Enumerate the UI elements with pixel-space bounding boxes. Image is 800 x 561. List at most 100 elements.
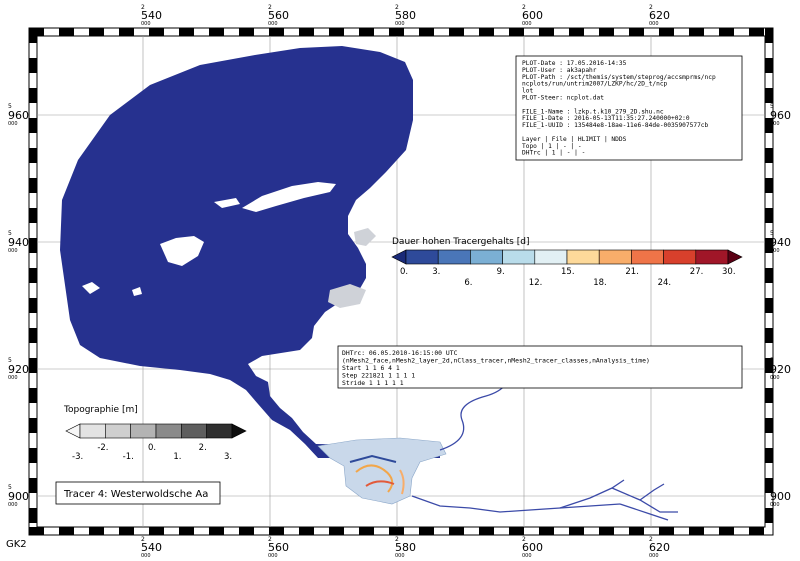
easting-label-suffix: 000 [268,553,278,559]
easting-label-prefix: 2 [395,4,399,11]
checker-right [765,418,773,433]
easting-label-prefix: 2 [268,536,272,543]
checker-bottom [149,527,164,535]
northing-label-prefix: 5 [8,230,12,237]
dollart-bay [317,437,447,505]
checker-top [89,28,104,36]
easting-label-suffix: 000 [522,21,532,27]
colorbar-cell [534,249,568,265]
northing-label-prefix: 5 [770,357,774,364]
tracer-tick-label: 27. [690,267,704,277]
checker-bottom [389,527,404,535]
checker-right [765,178,773,193]
northing-label-suffix: 000 [8,375,18,381]
checker-top [419,28,434,36]
checker-top [269,28,284,36]
info-line: PLOT-Date : 17.05.2016-14:35 [522,60,627,67]
checker-left [29,118,37,133]
easting-label-prefix: 2 [141,536,145,543]
topo-tick-label: -1. [123,452,134,462]
checker-right [765,478,773,493]
easting-label-prefix: 2 [649,4,653,11]
tracer-colorbar [391,249,743,265]
info-line: PLOT-Path : /sct/themis/system/steprog/a… [522,74,716,81]
colorbar-cell [502,249,536,265]
easting-label-prefix: 2 [522,4,526,11]
northing-label-prefix: 5 [770,230,774,237]
northing-label-prefix: 5 [8,103,12,110]
checker-left [29,88,37,103]
topo-cell [181,423,207,439]
info-line: Topo | 1 | - | - [522,143,582,150]
topo-tick-label: 0. [148,443,156,453]
easting-label: 620 [649,9,670,22]
checker-bottom [119,527,134,535]
easting-label: 600 [522,9,543,22]
tracer-tick-label: 21. [625,267,639,277]
info-line: FILE_1-UUID : 135484e8-18ae-11e6-84de-00… [522,122,709,129]
easting-label-prefix: 2 [649,536,653,543]
easting-label-suffix: 000 [395,553,405,559]
easting-label-prefix: 2 [268,4,272,11]
dollart-channels [349,454,405,495]
tracer-tick-label: 18. [593,278,607,288]
checker-bottom [29,527,44,535]
checker-left [29,328,37,343]
checker-right [765,508,773,523]
checker-top [629,28,644,36]
checker-top [659,28,674,36]
topo-legend-title: Topographie [m] [63,405,138,415]
checker-bottom [659,527,674,535]
northing-label: 960 [770,109,791,122]
checker-left [29,28,37,43]
tracer-tick-labels: 0. 3. 9. 15. 21. 27. 30. 6. 12. 18. 24. [400,267,736,288]
topo-tick-label: 2. [199,443,207,453]
checker-top [599,28,614,36]
tracer-tick-label: 12. [529,278,543,288]
island-small-4 [132,287,142,296]
island-large [242,182,336,212]
easting-label: 560 [268,9,289,22]
topo-tick-label: -3. [72,452,83,462]
checker-right [765,358,773,373]
easting-label-suffix: 000 [268,21,278,27]
info-line: FILE_1-Name : lzkp.t.k10_279_2D.shu.nc [522,108,664,115]
colorbar-cell [437,249,471,265]
tracer-info-box [337,345,743,389]
checker-bottom [719,527,734,535]
checker-left [29,508,37,523]
topo-arrow-high [231,423,247,439]
checker-right [765,388,773,403]
tracer-name: Tracer 4: Westerwoldsche Aa [63,489,208,500]
checker-left [29,208,37,223]
checker-left [29,448,37,463]
tracer-tick-label: 0. [400,267,408,277]
tracer-tick-label: 15. [561,267,575,277]
checker-right [765,28,773,43]
info-line: PLOT-User : ak3apahr [522,67,597,74]
tracer-name-box [55,481,221,505]
easting-label-prefix: 2 [141,4,145,11]
info-line: lot [522,88,533,95]
checker-bottom [209,527,224,535]
checker-bottom [59,527,74,535]
topo-tick-label: -2. [97,443,108,453]
shallow-shade-1 [328,284,366,308]
topo-cell [79,423,106,439]
checker-bottom [419,527,434,535]
checker-bottom [509,527,524,535]
easting-label-suffix: 000 [395,21,405,27]
checker-bottom [539,527,554,535]
checker-bottom [239,527,254,535]
info-box [515,55,743,161]
colorbar-cell [598,249,632,265]
northing-label-suffix: 000 [8,248,18,254]
shallow-shade-2 [354,228,376,246]
checker-right [765,268,773,283]
tracer-info-line: Stride 1 1 1 1 1 [342,379,404,387]
checker-bottom [89,527,104,535]
checker-left [29,478,37,493]
checker-top [449,28,464,36]
checker-top [299,28,314,36]
topo-tick-label: 1. [173,452,181,462]
